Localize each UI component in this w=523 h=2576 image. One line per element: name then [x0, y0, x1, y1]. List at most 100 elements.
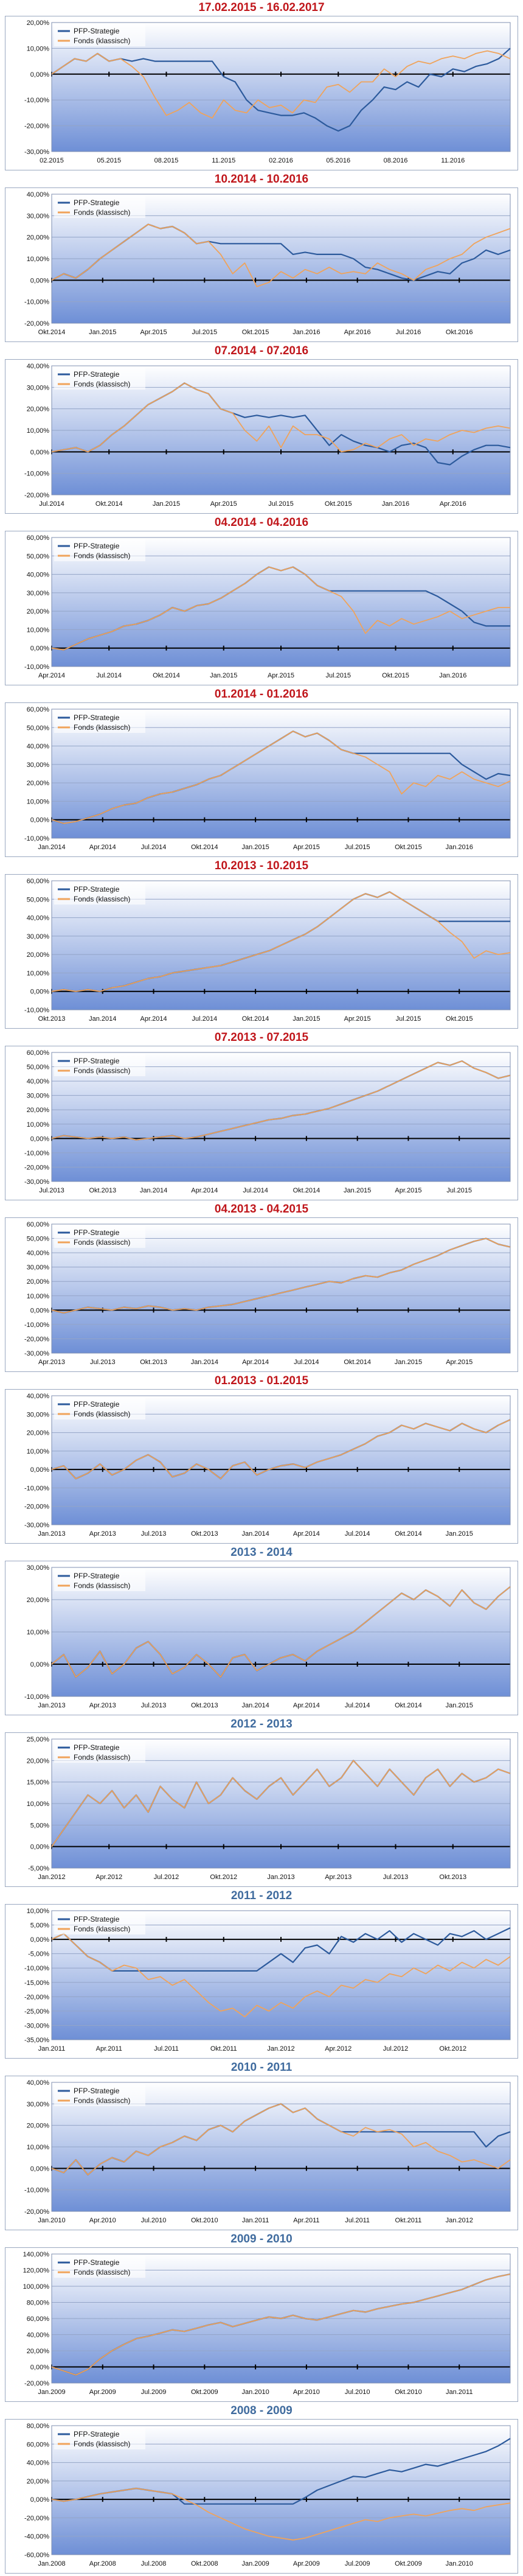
x-tick-label: Apr.2013 [89, 1702, 116, 1709]
chart-frame: 60,00% 50,00% 40,00% 30,00% 20,00% 10,00% 0,00… [5, 531, 518, 685]
chart-title: 07.2014 - 07.2016 [214, 345, 309, 357]
y-tick-label: -10,00% [24, 2187, 49, 2194]
y-tick-label: -20,00% [24, 2515, 49, 2522]
line-chart: 20,00%10,00%0,00%-10,00%-20,00%-30,00%02… [24, 19, 511, 164]
x-tick-label: Okt.2014 [344, 1359, 371, 1366]
legend-box [54, 883, 145, 905]
legend-label: PFP-Strategie [74, 1057, 120, 1065]
x-tick-label: 11.2016 [441, 157, 465, 164]
chart-block: 07.2013 - 07.2015 60,00% 50,00% 40,00% 30,00… [5, 1030, 518, 1202]
x-tick-label: 05.2016 [326, 157, 350, 164]
x-tick-label: Jul.2011 [154, 2045, 179, 2053]
chart-block: 2009 - 2010 140,00% 120,00% 100,00% 80,00% 60… [5, 2231, 518, 2403]
legend-label: PFP-Strategie [74, 2430, 120, 2438]
x-tick-label: Jul.2014 [39, 500, 64, 508]
legend-label: PFP-Strategie [74, 1228, 120, 1237]
x-tick-label: Jan.2011 [242, 2217, 269, 2224]
y-tick-label: 20,00% [27, 608, 50, 615]
chart-frame: 40,00% 30,00% 20,00% 10,00% 0,00% -10,00% -20,… [5, 359, 518, 514]
chart-block: 2013 - 2014 30,00% 20,00% 10,00% 0,00% -10,00… [5, 1545, 518, 1717]
chart-block: 2012 - 2013 25,00% 20,00% 15,00% 10,00% 5,00%… [5, 1717, 518, 1888]
x-tick-label: Jul.2010 [141, 2217, 167, 2224]
y-tick-label: 20,00% [27, 2478, 50, 2485]
chart-title: 07.2013 - 07.2015 [214, 1031, 309, 1044]
y-tick-label: -20,00% [24, 1335, 49, 1343]
line-chart: 40,00% 30,00% 20,00% 10,00% 0,00% -10,00% -20,… [24, 363, 511, 508]
y-tick-label: -20,00% [24, 2208, 49, 2216]
x-tick-label: Okt.2013 [439, 1874, 466, 1881]
y-tick-label: -10,00% [24, 1321, 49, 1329]
x-tick-label: Apr.2014 [293, 1702, 320, 1709]
y-tick-label: -10,00% [24, 663, 49, 671]
y-tick-label: 50,00% [27, 896, 50, 903]
chart-frame: 30,00% 20,00% 10,00% 0,00% -10,00% Jan.2013 Ap… [5, 1561, 518, 1715]
plot-border [51, 1052, 511, 1182]
x-tick-label: Apr.2010 [293, 2389, 320, 2396]
chart-title: 17.02.2015 - 16.02.2017 [198, 1, 325, 14]
plot-border [51, 2253, 511, 2384]
plot-border [51, 1738, 511, 1869]
chart-frame: 40,00% 30,00% 20,00% 10,00% 0,00% -10,00% -20,… [5, 187, 518, 342]
legend-box [54, 1398, 145, 1419]
chart-block: 07.2014 - 07.2016 40,00% 30,00% 20,00% 10,00… [5, 343, 518, 515]
legend-label: PFP-Strategie [74, 713, 120, 722]
chart-block: 17.02.2015 - 16.02.2017 20,00% 10,00% 0,00%… [5, 0, 518, 172]
y-tick-label: -40,00% [24, 2533, 49, 2541]
y-tick-label: 0,00% [30, 277, 49, 284]
y-tick-label: 40,00% [27, 743, 50, 751]
legend-label: Fonds (klassisch) [74, 208, 130, 217]
y-tick-label: -10,00% [24, 835, 49, 842]
plot-border [51, 1395, 511, 1525]
chart-frame: 60,00% 50,00% 40,00% 30,00% 20,00% 10,00% 0,00… [5, 874, 518, 1029]
x-tick-label: Jul.2013 [141, 1530, 167, 1538]
x-tick-label: Okt.2015 [382, 672, 409, 679]
x-tick-label: Jan.2015 [153, 500, 180, 508]
x-tick-label: Okt.2010 [395, 2389, 422, 2396]
y-tick-label: -20,00% [24, 1993, 49, 2001]
y-tick-label: 0,00% [30, 989, 49, 996]
chart-frame: 10,00% 5,00% 0,00% -5,00% -10,00% -15,00% -20,… [5, 1904, 518, 2059]
x-tick-label: Jul.2014 [243, 1187, 268, 1194]
y-tick-label: 40,00% [27, 2460, 50, 2467]
x-tick-label: 02.2015 [40, 157, 64, 164]
x-tick-label: Apr.2015 [395, 1187, 421, 1194]
x-tick-label: Okt.2014 [38, 329, 66, 336]
legend-label: PFP-Strategie [74, 1400, 120, 1409]
plot-border [51, 537, 511, 667]
y-tick-label: 80,00% [27, 2300, 50, 2307]
line-chart: 60,00% 50,00% 40,00% 30,00% 20,00% 10,00% 0,00… [24, 706, 511, 851]
x-tick-label: 05.2015 [97, 157, 121, 164]
plot-border [51, 365, 511, 495]
x-tick-label: Jan.2012 [446, 2217, 473, 2224]
line-chart: 25,00% 20,00% 15,00% 10,00% 5,00% 0,00% -5,00%… [27, 1736, 511, 1881]
y-tick-label: 10,00% [27, 45, 50, 52]
line-chart: 140,00% 120,00% 100,00% 80,00% 60,00% 40,00% 2… [23, 2251, 511, 2396]
legend-label: Fonds (klassisch) [74, 380, 130, 388]
y-tick-label: 0,00% [30, 1135, 49, 1143]
y-tick-label: 80,00% [27, 2423, 50, 2430]
y-tick-label: 0,00% [30, 1661, 49, 1668]
x-tick-label: Okt.2014 [293, 1187, 320, 1194]
legend-label: Fonds (klassisch) [74, 551, 130, 560]
legend-box [54, 1913, 145, 1934]
x-tick-label: Okt.2015 [446, 1015, 473, 1023]
y-tick-label: -20,00% [24, 123, 49, 130]
legend-box [54, 2256, 145, 2278]
y-tick-label: 120,00% [23, 2267, 50, 2275]
x-tick-label: Okt.2014 [242, 1015, 269, 1023]
chart-frame: 40,00% 30,00% 20,00% 10,00% 0,00% -10,00% -20,… [5, 2076, 518, 2230]
chart-title: 01.2013 - 01.2015 [214, 1374, 309, 1387]
x-tick-label: Jul.2015 [192, 329, 218, 336]
x-tick-label: Jul.2013 [383, 1874, 409, 1881]
x-tick-label: Jan.2015 [446, 1702, 473, 1709]
y-tick-label: 0,00% [30, 1844, 49, 1851]
plot-border [51, 1567, 511, 1697]
line-chart: 60,00% 50,00% 40,00% 30,00% 20,00% 10,00% 0,00… [24, 1049, 511, 1194]
x-tick-label: Apr.2008 [89, 2560, 116, 2567]
